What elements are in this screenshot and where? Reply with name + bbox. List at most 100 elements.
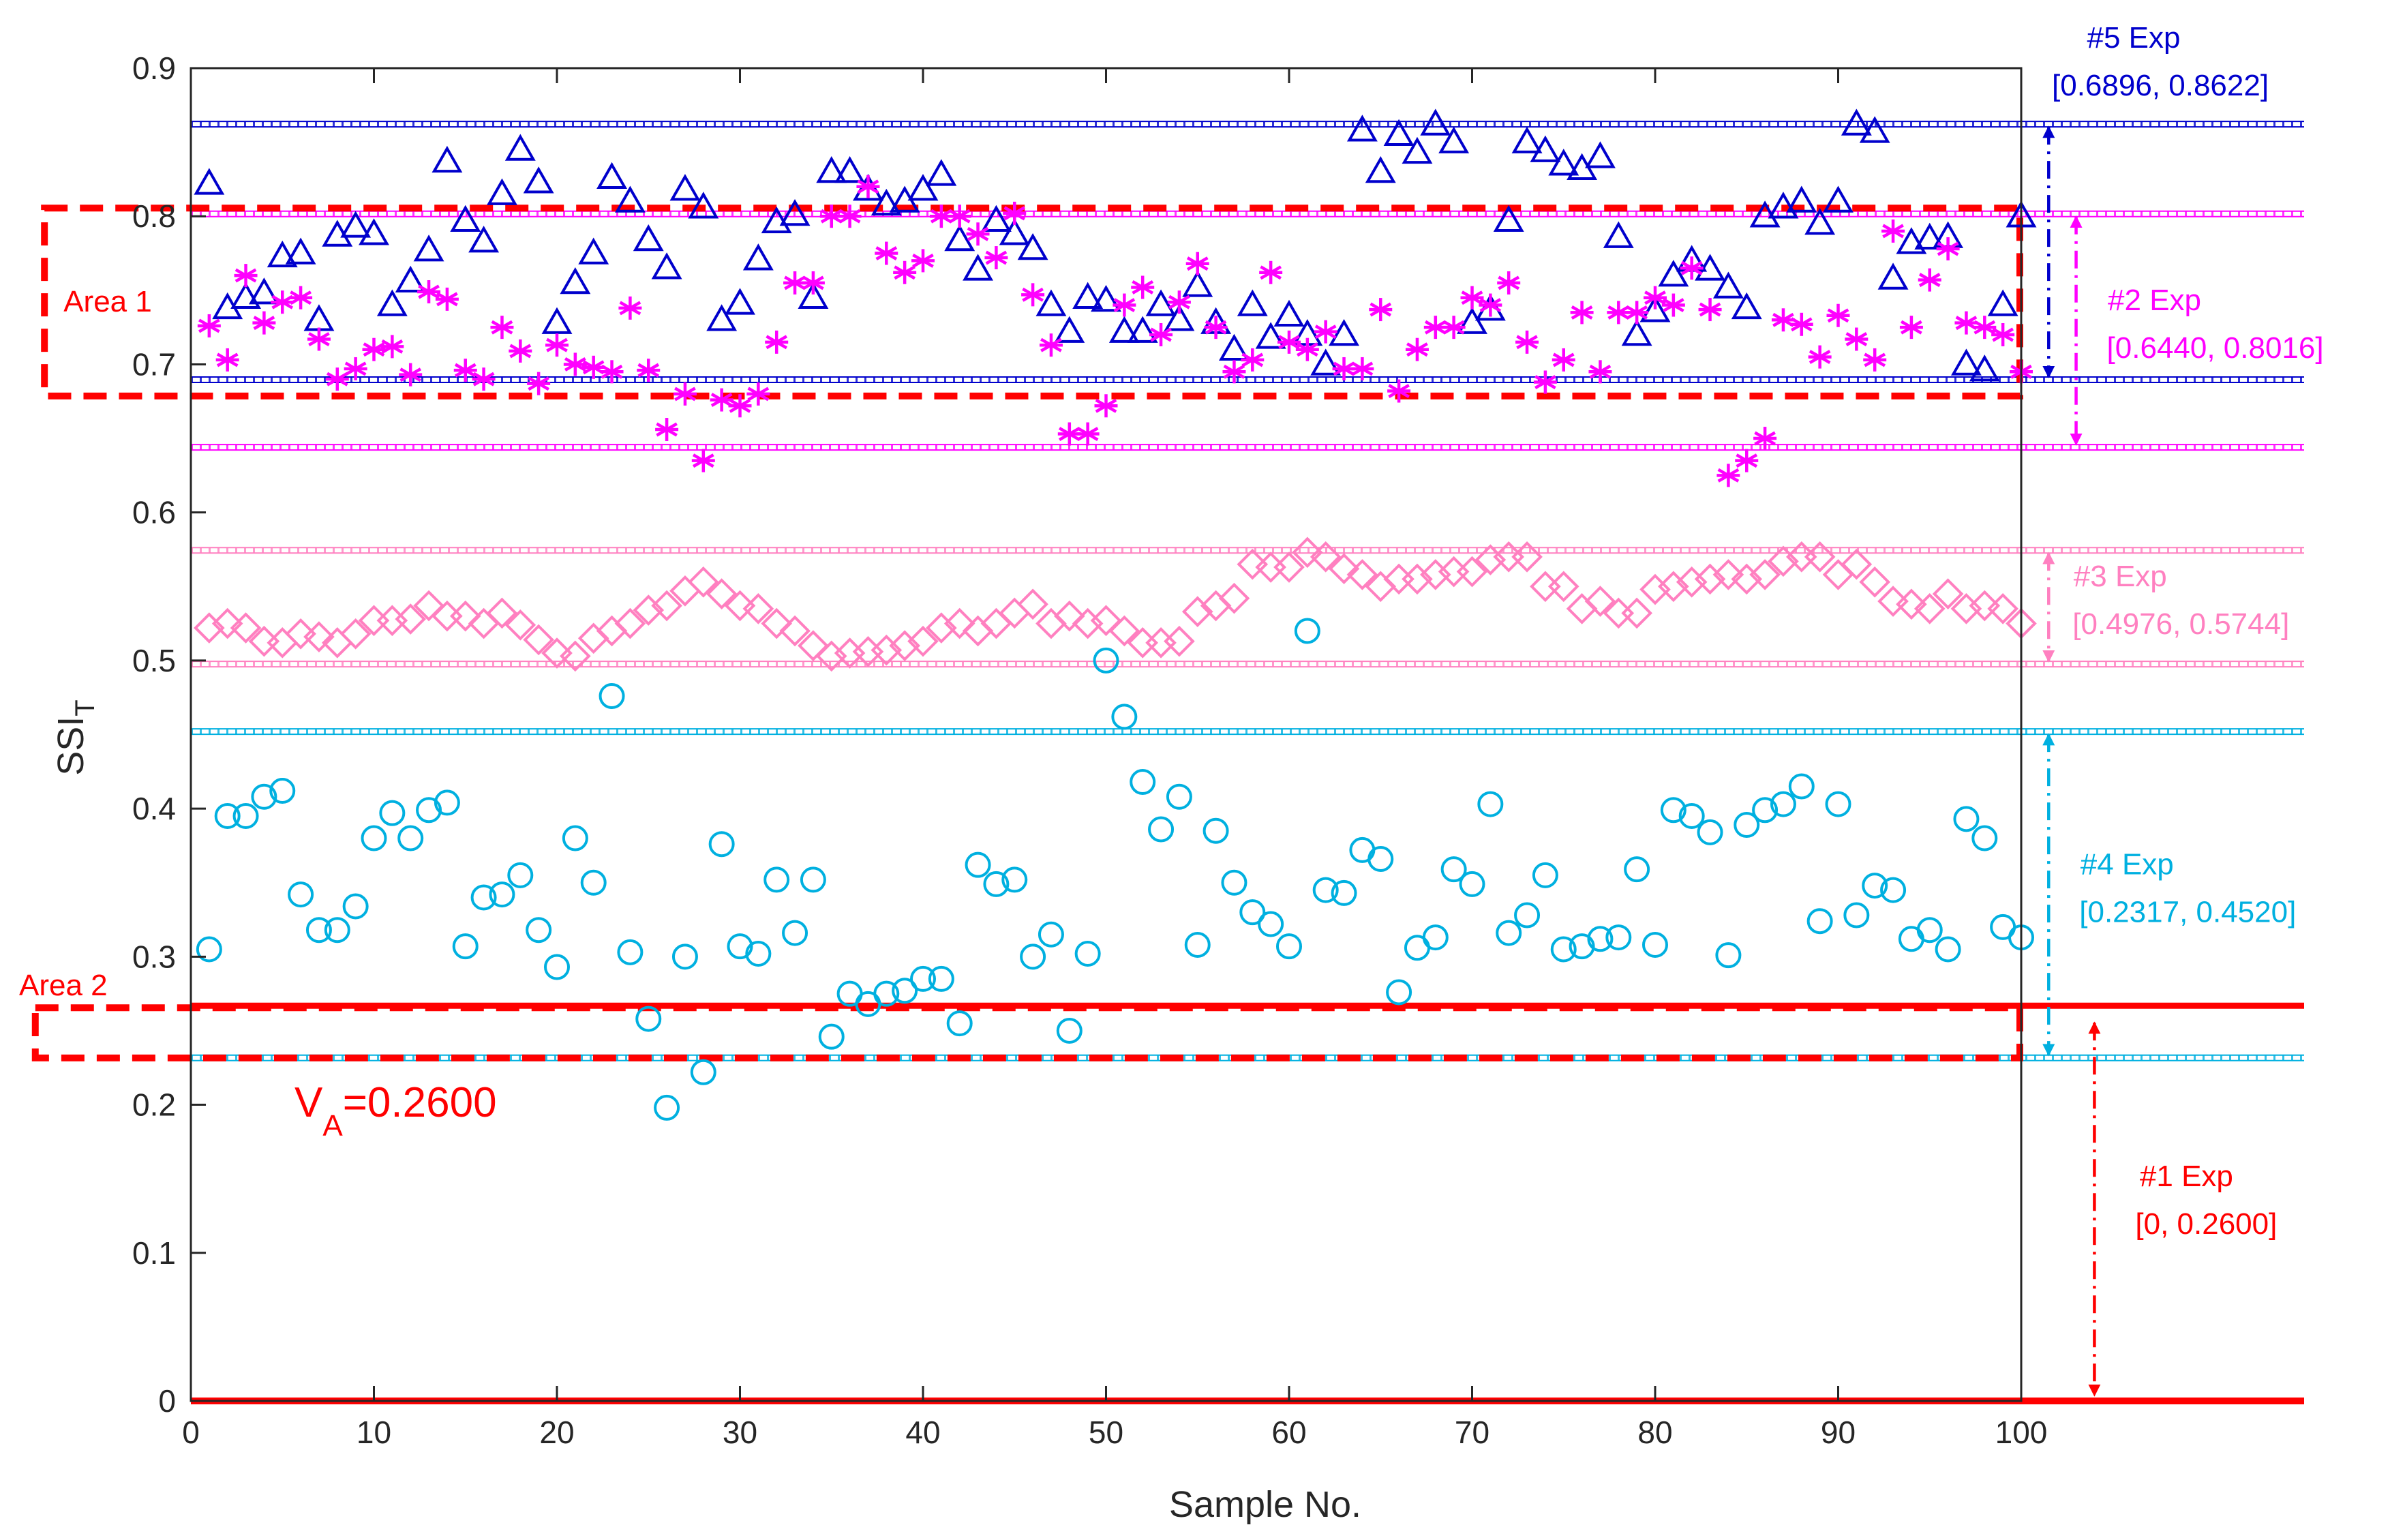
range-label-3: #3 Exp	[2074, 560, 2167, 593]
point-circle-60	[1276, 933, 1302, 960]
point-circle-52	[1130, 769, 1156, 796]
point-circle-77	[1587, 926, 1614, 952]
point-triangle-31	[742, 243, 774, 271]
point-triangle-36	[834, 156, 866, 183]
point-triangle-18	[504, 134, 536, 161]
point-asterisk-75	[1552, 348, 1575, 372]
point-asterisk-24	[618, 296, 642, 320]
point-asterisk-88	[1789, 312, 1813, 336]
point-triangle-53	[1145, 289, 1177, 316]
point-diamond-71	[1474, 544, 1507, 576]
point-diamond-18	[504, 609, 536, 641]
point-diamond-16	[468, 607, 500, 639]
point-diamond-14	[432, 600, 463, 632]
point-triangle-55	[1182, 270, 1213, 297]
point-diamond-50	[1090, 605, 1122, 637]
point-triangle-10	[359, 218, 389, 245]
x-tick-label-60: 60	[1271, 1415, 1306, 1450]
point-asterisk-52	[1131, 275, 1155, 299]
point-asterisk-10	[362, 337, 386, 361]
y-tick-label-2: 0.2	[132, 1087, 176, 1123]
point-asterisk-29	[710, 388, 733, 412]
point-asterisk-71	[1479, 293, 1502, 317]
point-circle-35	[818, 1023, 845, 1050]
point-asterisk-69	[1442, 316, 1466, 339]
point-circle-90	[1825, 791, 1851, 817]
point-circle-5	[269, 778, 296, 804]
point-diamond-79	[1621, 597, 1652, 629]
point-diamond-98	[1969, 590, 2001, 622]
point-triangle-12	[395, 265, 426, 293]
point-circle-61	[1294, 618, 1320, 644]
point-triangle-45	[999, 218, 1030, 245]
point-asterisk-84	[1716, 464, 1740, 487]
point-asterisk-4	[252, 311, 276, 335]
point-circle-42	[946, 1010, 973, 1037]
point-asterisk-77	[1588, 360, 1612, 384]
point-circle-1	[196, 936, 222, 963]
point-asterisk-18	[509, 339, 532, 363]
point-triangle-65	[1365, 156, 1396, 183]
point-triangle-4	[248, 277, 279, 305]
y-tick-label-7: 0.7	[132, 346, 176, 382]
point-asterisk-37	[856, 175, 880, 198]
point-diamond-51	[1108, 615, 1140, 647]
y-tick-label-5: 0.5	[132, 643, 176, 678]
point-asterisk-3	[234, 264, 258, 288]
point-asterisk-95	[1918, 268, 1941, 292]
point-circle-18	[507, 862, 534, 888]
point-asterisk-65	[1369, 298, 1393, 322]
point-triangle-23	[596, 162, 627, 189]
point-triangle-51	[1108, 316, 1140, 343]
point-circle-4	[251, 783, 277, 810]
point-triangle-75	[1548, 149, 1579, 176]
point-circle-43	[965, 851, 991, 878]
series-circle	[196, 618, 2034, 1121]
point-circle-81	[1660, 797, 1686, 824]
x-tick-label-40: 40	[905, 1415, 940, 1450]
point-asterisk-63	[1332, 357, 1356, 380]
point-triangle-13	[413, 235, 444, 262]
point-asterisk-64	[1350, 357, 1374, 380]
point-diamond-64	[1346, 559, 1378, 590]
point-diamond-31	[742, 593, 774, 624]
point-triangle-16	[468, 226, 500, 253]
point-diamond-9	[339, 618, 372, 650]
point-asterisk-20	[545, 333, 569, 357]
point-circle-97	[1953, 806, 1980, 832]
point-asterisk-90	[1826, 303, 1850, 327]
point-asterisk-27	[673, 382, 697, 406]
point-asterisk-99	[1991, 323, 2015, 346]
point-diamond-1	[194, 612, 225, 644]
point-diamond-13	[413, 590, 444, 622]
point-diamond-52	[1127, 626, 1159, 659]
point-diamond-53	[1145, 626, 1177, 659]
point-asterisk-66	[1387, 379, 1411, 403]
point-asterisk-54	[1167, 290, 1191, 314]
range-value-4: [0.2317, 0.4520]	[2079, 895, 2296, 928]
point-diamond-34	[798, 630, 829, 661]
y-tick-label-8: 0.8	[132, 198, 176, 234]
data-series	[194, 108, 2037, 1121]
point-circle-10	[361, 825, 387, 851]
point-asterisk-6	[289, 286, 313, 309]
x-tick-label-10: 10	[357, 1415, 391, 1450]
point-diamond-57	[1218, 582, 1250, 614]
point-triangle-92	[1859, 116, 1890, 143]
point-circle-88	[1788, 773, 1815, 800]
point-triangle-81	[1658, 260, 1689, 287]
point-triangle-83	[1695, 254, 1725, 281]
point-diamond-83	[1694, 563, 1726, 595]
point-circle-80	[1642, 931, 1668, 958]
point-circle-85	[1734, 812, 1760, 839]
point-triangle-95	[1914, 222, 1946, 250]
point-asterisk-89	[1808, 345, 1832, 369]
point-circle-76	[1569, 933, 1595, 960]
point-circle-38	[873, 980, 900, 1007]
point-diamond-28	[687, 566, 719, 598]
point-asterisk-47	[1039, 333, 1063, 357]
point-triangle-42	[944, 224, 975, 252]
point-triangle-8	[322, 220, 353, 247]
point-triangle-78	[1603, 221, 1634, 248]
